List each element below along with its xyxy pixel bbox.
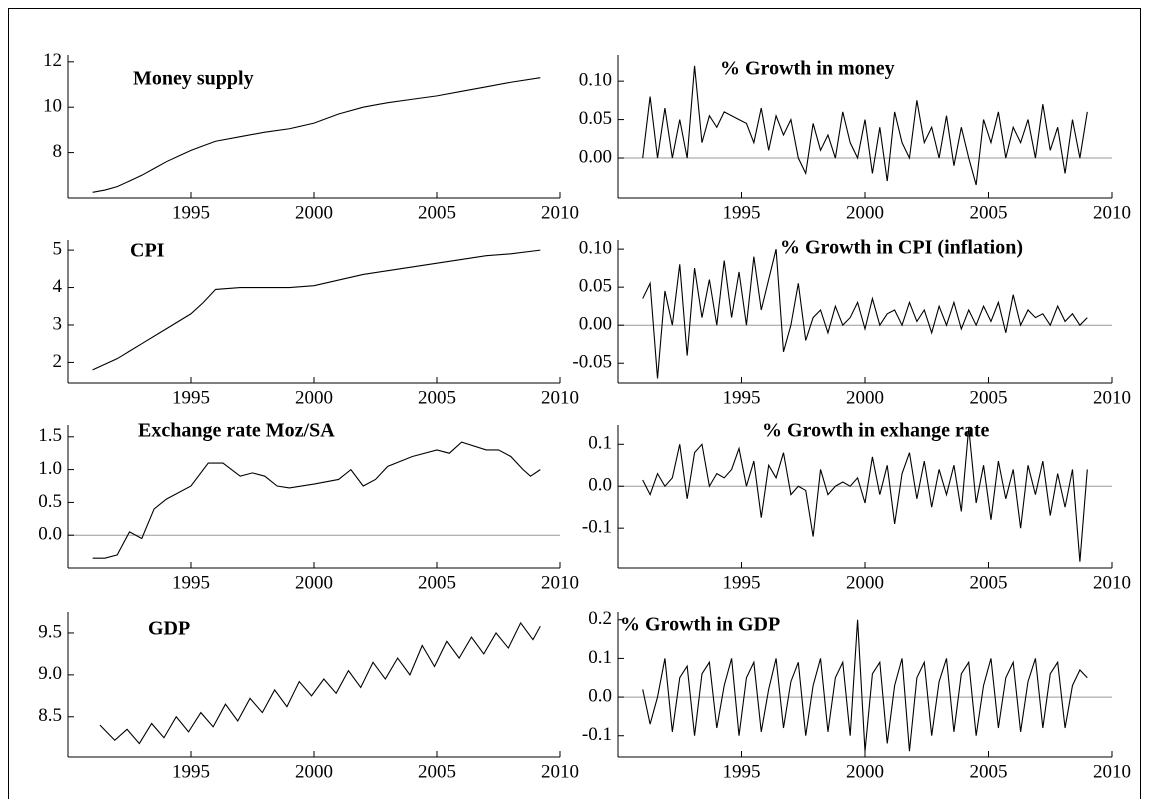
series-line <box>92 249 541 371</box>
y-tick-label: 0.0 <box>588 475 612 496</box>
x-tick-label: 1995 <box>723 761 761 782</box>
y-tick-label: 0.05 <box>579 108 612 129</box>
x-tick-label: 2000 <box>846 202 884 223</box>
y-tick-label: 2 <box>53 351 63 372</box>
series-line <box>99 621 541 745</box>
series-line <box>92 441 541 559</box>
x-tick-label: 2000 <box>295 387 333 408</box>
x-tick-label: 2005 <box>418 572 456 593</box>
x-tick-label: 2000 <box>846 387 884 408</box>
x-tick-label: 1995 <box>723 572 761 593</box>
y-tick-label: 0.2 <box>588 608 612 629</box>
y-tick-label: 1.0 <box>38 458 62 479</box>
y-tick-label: 4 <box>53 276 63 297</box>
y-tick-label: 12 <box>43 50 62 71</box>
x-tick-label: 2000 <box>295 761 333 782</box>
x-tick-label: 2005 <box>418 761 456 782</box>
y-tick-label: -0.1 <box>582 517 612 538</box>
y-tick-label: 0.0 <box>588 685 612 706</box>
y-tick-label: 0.5 <box>38 491 62 512</box>
panel-title: % Growth in CPI (inflation) <box>780 237 1023 259</box>
x-tick-label: 2005 <box>970 387 1008 408</box>
frame <box>8 8 1141 799</box>
series-line <box>92 77 541 193</box>
panel-title: % Growth in GDP <box>620 614 780 636</box>
panel-title: Exchange rate Moz/SA <box>138 420 335 442</box>
x-tick-label: 2005 <box>418 387 456 408</box>
y-tick-label: 9.0 <box>38 663 62 684</box>
panel-title: CPI <box>130 240 165 262</box>
x-tick-label: 1995 <box>723 202 761 223</box>
x-tick-label: 2005 <box>418 202 456 223</box>
y-tick-label: 0.10 <box>579 237 612 258</box>
x-tick-label: 1995 <box>723 387 761 408</box>
series-line <box>642 65 1088 186</box>
y-tick-label: 0.1 <box>588 647 612 668</box>
x-tick-label: 2010 <box>1093 761 1131 782</box>
x-tick-label: 2010 <box>1093 202 1131 223</box>
x-tick-label: 2010 <box>541 761 579 782</box>
y-tick-label: 0.00 <box>579 314 612 335</box>
x-tick-label: 1995 <box>172 387 210 408</box>
y-tick-label: 0.0 <box>38 524 62 545</box>
series-line <box>642 248 1088 379</box>
y-tick-label: 0.1 <box>588 433 612 454</box>
y-tick-label: 0.05 <box>579 276 612 297</box>
y-tick-label: 0.00 <box>579 146 612 167</box>
panel-title: GDP <box>148 618 190 640</box>
x-tick-label: 1995 <box>172 202 210 223</box>
x-tick-label: 2005 <box>970 572 1008 593</box>
x-tick-label: 1995 <box>172 761 210 782</box>
y-tick-label: 5 <box>53 238 63 259</box>
series-line <box>642 427 1088 562</box>
y-tick-label: 8 <box>53 141 63 162</box>
x-tick-label: 2010 <box>1093 387 1131 408</box>
x-tick-label: 2010 <box>1093 572 1131 593</box>
y-tick-label: -0.05 <box>572 352 612 373</box>
panel-title: % Growth in money <box>720 58 895 80</box>
y-tick-label: 3 <box>53 313 63 334</box>
x-tick-label: 2000 <box>846 761 884 782</box>
y-tick-label: -0.1 <box>582 724 612 745</box>
x-tick-label: 2005 <box>970 761 1008 782</box>
panel-title: % Growth in exhange rate <box>762 420 990 442</box>
x-tick-label: 2010 <box>541 572 579 593</box>
series-line <box>642 619 1088 752</box>
x-tick-label: 1995 <box>172 572 210 593</box>
x-tick-label: 2005 <box>970 202 1008 223</box>
x-tick-label: 2000 <box>295 202 333 223</box>
x-tick-label: 2010 <box>541 202 579 223</box>
y-tick-label: 10 <box>43 96 62 117</box>
y-tick-label: 9.5 <box>38 621 62 642</box>
x-tick-label: 2010 <box>541 387 579 408</box>
x-tick-label: 2000 <box>295 572 333 593</box>
y-tick-label: 0.10 <box>579 69 612 90</box>
panel-title: Money supply <box>133 68 254 90</box>
x-tick-label: 2000 <box>846 572 884 593</box>
y-tick-label: 8.5 <box>38 705 62 726</box>
y-tick-label: 1.5 <box>38 425 62 446</box>
